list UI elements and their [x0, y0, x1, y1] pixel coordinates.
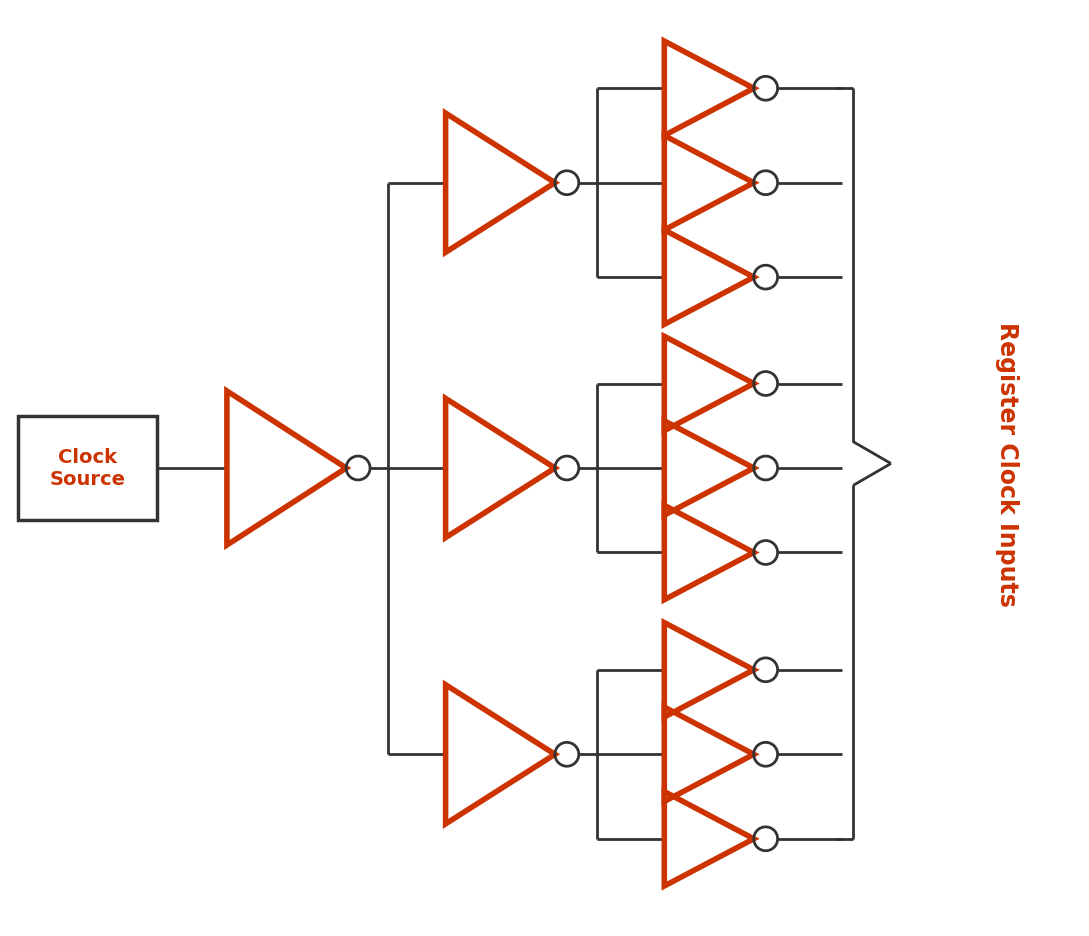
- Bar: [19, 417, 157, 520]
- Text: Register Clock Inputs: Register Clock Inputs: [995, 322, 1019, 607]
- Text: Clock
Source: Clock Source: [50, 448, 125, 489]
